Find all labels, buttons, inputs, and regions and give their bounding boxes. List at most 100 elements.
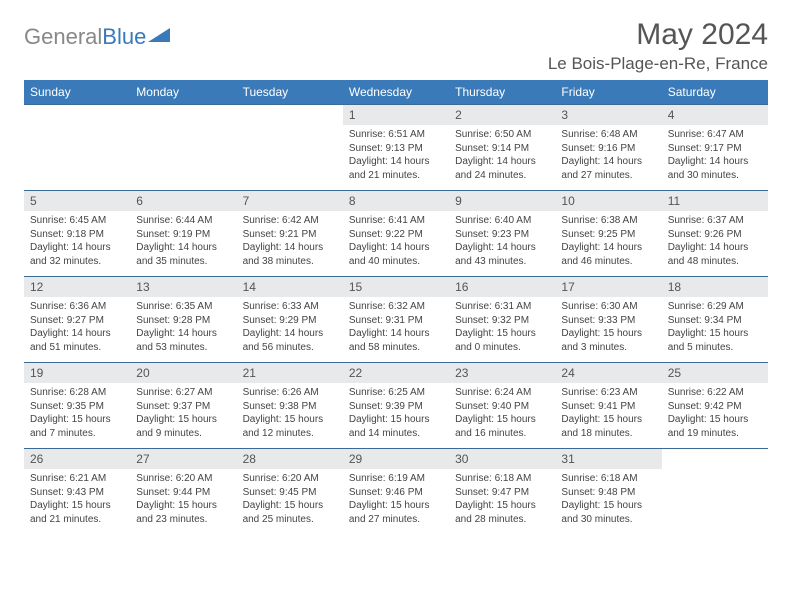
day-number: 31 <box>555 449 661 469</box>
day-number: 8 <box>343 191 449 211</box>
day-details: Sunrise: 6:22 AMSunset: 9:42 PMDaylight:… <box>662 383 768 444</box>
calendar-table: SundayMondayTuesdayWednesdayThursdayFrid… <box>24 80 768 535</box>
calendar-day-cell: 6Sunrise: 6:44 AMSunset: 9:19 PMDaylight… <box>130 191 236 277</box>
calendar-day-cell: 3Sunrise: 6:48 AMSunset: 9:16 PMDaylight… <box>555 105 661 191</box>
calendar-week-row: 19Sunrise: 6:28 AMSunset: 9:35 PMDayligh… <box>24 363 768 449</box>
day-details: Sunrise: 6:42 AMSunset: 9:21 PMDaylight:… <box>237 211 343 272</box>
day-details: Sunrise: 6:25 AMSunset: 9:39 PMDaylight:… <box>343 383 449 444</box>
day-number: 19 <box>24 363 130 383</box>
calendar-week-row: 12Sunrise: 6:36 AMSunset: 9:27 PMDayligh… <box>24 277 768 363</box>
calendar-day-cell: 21Sunrise: 6:26 AMSunset: 9:38 PMDayligh… <box>237 363 343 449</box>
brand-part2: Blue <box>102 24 146 50</box>
calendar-header-row: SundayMondayTuesdayWednesdayThursdayFrid… <box>24 80 768 105</box>
day-details: Sunrise: 6:26 AMSunset: 9:38 PMDaylight:… <box>237 383 343 444</box>
day-number: 13 <box>130 277 236 297</box>
day-number: 26 <box>24 449 130 469</box>
day-number: 14 <box>237 277 343 297</box>
calendar-day-cell: 19Sunrise: 6:28 AMSunset: 9:35 PMDayligh… <box>24 363 130 449</box>
day-number: 28 <box>237 449 343 469</box>
calendar-day-cell: 9Sunrise: 6:40 AMSunset: 9:23 PMDaylight… <box>449 191 555 277</box>
day-details: Sunrise: 6:20 AMSunset: 9:45 PMDaylight:… <box>237 469 343 530</box>
calendar-day-cell: 10Sunrise: 6:38 AMSunset: 9:25 PMDayligh… <box>555 191 661 277</box>
day-details: Sunrise: 6:29 AMSunset: 9:34 PMDaylight:… <box>662 297 768 358</box>
calendar-day-cell: 4Sunrise: 6:47 AMSunset: 9:17 PMDaylight… <box>662 105 768 191</box>
day-details: Sunrise: 6:20 AMSunset: 9:44 PMDaylight:… <box>130 469 236 530</box>
calendar-day-cell: 28Sunrise: 6:20 AMSunset: 9:45 PMDayligh… <box>237 449 343 535</box>
calendar-empty-cell <box>662 449 768 535</box>
day-details: Sunrise: 6:41 AMSunset: 9:22 PMDaylight:… <box>343 211 449 272</box>
day-number: 20 <box>130 363 236 383</box>
calendar-day-cell: 11Sunrise: 6:37 AMSunset: 9:26 PMDayligh… <box>662 191 768 277</box>
weekday-header: Wednesday <box>343 80 449 105</box>
triangle-icon <box>148 24 172 50</box>
calendar-day-cell: 22Sunrise: 6:25 AMSunset: 9:39 PMDayligh… <box>343 363 449 449</box>
day-details: Sunrise: 6:38 AMSunset: 9:25 PMDaylight:… <box>555 211 661 272</box>
weekday-header: Sunday <box>24 80 130 105</box>
calendar-empty-cell <box>130 105 236 191</box>
day-number: 6 <box>130 191 236 211</box>
day-number: 12 <box>24 277 130 297</box>
day-number: 5 <box>24 191 130 211</box>
day-number: 16 <box>449 277 555 297</box>
day-number: 29 <box>343 449 449 469</box>
day-details: Sunrise: 6:32 AMSunset: 9:31 PMDaylight:… <box>343 297 449 358</box>
day-details: Sunrise: 6:28 AMSunset: 9:35 PMDaylight:… <box>24 383 130 444</box>
day-details: Sunrise: 6:21 AMSunset: 9:43 PMDaylight:… <box>24 469 130 530</box>
day-number: 9 <box>449 191 555 211</box>
day-details: Sunrise: 6:45 AMSunset: 9:18 PMDaylight:… <box>24 211 130 272</box>
calendar-day-cell: 18Sunrise: 6:29 AMSunset: 9:34 PMDayligh… <box>662 277 768 363</box>
calendar-week-row: 26Sunrise: 6:21 AMSunset: 9:43 PMDayligh… <box>24 449 768 535</box>
calendar-day-cell: 12Sunrise: 6:36 AMSunset: 9:27 PMDayligh… <box>24 277 130 363</box>
day-number: 10 <box>555 191 661 211</box>
calendar-day-cell: 16Sunrise: 6:31 AMSunset: 9:32 PMDayligh… <box>449 277 555 363</box>
calendar-day-cell: 7Sunrise: 6:42 AMSunset: 9:21 PMDaylight… <box>237 191 343 277</box>
calendar-day-cell: 26Sunrise: 6:21 AMSunset: 9:43 PMDayligh… <box>24 449 130 535</box>
brand-part1: General <box>24 24 102 50</box>
location: Le Bois-Plage-en-Re, France <box>548 54 768 74</box>
calendar-day-cell: 20Sunrise: 6:27 AMSunset: 9:37 PMDayligh… <box>130 363 236 449</box>
day-details: Sunrise: 6:50 AMSunset: 9:14 PMDaylight:… <box>449 125 555 186</box>
day-details: Sunrise: 6:48 AMSunset: 9:16 PMDaylight:… <box>555 125 661 186</box>
day-details: Sunrise: 6:31 AMSunset: 9:32 PMDaylight:… <box>449 297 555 358</box>
day-number: 27 <box>130 449 236 469</box>
day-number: 25 <box>662 363 768 383</box>
calendar-week-row: 5Sunrise: 6:45 AMSunset: 9:18 PMDaylight… <box>24 191 768 277</box>
day-details: Sunrise: 6:51 AMSunset: 9:13 PMDaylight:… <box>343 125 449 186</box>
weekday-header: Saturday <box>662 80 768 105</box>
day-number: 7 <box>237 191 343 211</box>
calendar-day-cell: 25Sunrise: 6:22 AMSunset: 9:42 PMDayligh… <box>662 363 768 449</box>
calendar-day-cell: 23Sunrise: 6:24 AMSunset: 9:40 PMDayligh… <box>449 363 555 449</box>
calendar-week-row: 1Sunrise: 6:51 AMSunset: 9:13 PMDaylight… <box>24 105 768 191</box>
day-details: Sunrise: 6:35 AMSunset: 9:28 PMDaylight:… <box>130 297 236 358</box>
day-details: Sunrise: 6:19 AMSunset: 9:46 PMDaylight:… <box>343 469 449 530</box>
day-details: Sunrise: 6:40 AMSunset: 9:23 PMDaylight:… <box>449 211 555 272</box>
day-number: 21 <box>237 363 343 383</box>
calendar-body: 1Sunrise: 6:51 AMSunset: 9:13 PMDaylight… <box>24 105 768 535</box>
weekday-header: Thursday <box>449 80 555 105</box>
calendar-day-cell: 30Sunrise: 6:18 AMSunset: 9:47 PMDayligh… <box>449 449 555 535</box>
calendar-day-cell: 15Sunrise: 6:32 AMSunset: 9:31 PMDayligh… <box>343 277 449 363</box>
day-number: 23 <box>449 363 555 383</box>
calendar-day-cell: 5Sunrise: 6:45 AMSunset: 9:18 PMDaylight… <box>24 191 130 277</box>
day-number: 30 <box>449 449 555 469</box>
day-number: 17 <box>555 277 661 297</box>
day-details: Sunrise: 6:44 AMSunset: 9:19 PMDaylight:… <box>130 211 236 272</box>
weekday-header: Monday <box>130 80 236 105</box>
calendar-day-cell: 31Sunrise: 6:18 AMSunset: 9:48 PMDayligh… <box>555 449 661 535</box>
month-title: May 2024 <box>548 18 768 52</box>
day-number: 11 <box>662 191 768 211</box>
day-details: Sunrise: 6:30 AMSunset: 9:33 PMDaylight:… <box>555 297 661 358</box>
calendar-day-cell: 17Sunrise: 6:30 AMSunset: 9:33 PMDayligh… <box>555 277 661 363</box>
header: GeneralBlue May 2024 Le Bois-Plage-en-Re… <box>24 18 768 74</box>
calendar-empty-cell <box>24 105 130 191</box>
day-details: Sunrise: 6:18 AMSunset: 9:47 PMDaylight:… <box>449 469 555 530</box>
day-details: Sunrise: 6:47 AMSunset: 9:17 PMDaylight:… <box>662 125 768 186</box>
day-number: 22 <box>343 363 449 383</box>
calendar-empty-cell <box>237 105 343 191</box>
day-details: Sunrise: 6:36 AMSunset: 9:27 PMDaylight:… <box>24 297 130 358</box>
calendar-day-cell: 24Sunrise: 6:23 AMSunset: 9:41 PMDayligh… <box>555 363 661 449</box>
day-number: 2 <box>449 105 555 125</box>
calendar-day-cell: 13Sunrise: 6:35 AMSunset: 9:28 PMDayligh… <box>130 277 236 363</box>
day-number: 15 <box>343 277 449 297</box>
day-number: 3 <box>555 105 661 125</box>
